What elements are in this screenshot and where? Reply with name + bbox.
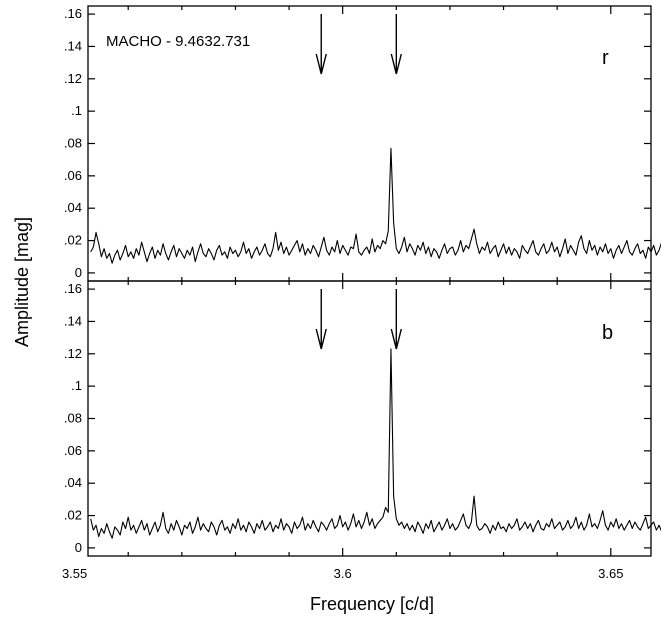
x-tick-label: 3.55 — [62, 566, 87, 581]
x-tick-label: 3.6 — [334, 566, 352, 581]
arrow-head — [315, 53, 327, 75]
amplitude-series — [90, 147, 661, 264]
y-tick-label: .06 — [64, 168, 82, 183]
y-axis-title: Amplitude [mag] — [12, 217, 32, 347]
arrow-head — [315, 328, 327, 350]
y-tick-label: .1 — [71, 378, 82, 393]
y-tick-label: .16 — [64, 281, 82, 296]
amplitude-series — [90, 348, 661, 539]
x-tick-label: 3.65 — [598, 566, 623, 581]
y-tick-label: 0 — [75, 265, 82, 280]
arrow-head — [390, 328, 402, 350]
y-tick-label: 0 — [75, 540, 82, 555]
panel-frame — [87, 280, 652, 557]
panel-top: 0 .02 .04 .06 .08 .1 .12 .14 .16 MACHO - 9.4632.7… — [64, 5, 661, 282]
x-axis-title: Frequency [c/d] — [310, 594, 434, 614]
y-tick-label: .06 — [64, 443, 82, 458]
y-tick-label: .08 — [64, 411, 82, 426]
y-tick-label: .08 — [64, 136, 82, 151]
y-tick-label: .1 — [71, 103, 82, 118]
star-id-annotation: MACHO - 9.4632.731 — [106, 33, 250, 50]
y-tick-label: .02 — [64, 508, 82, 523]
arrow-head — [390, 53, 402, 75]
y-tick-label: .02 — [64, 233, 82, 248]
y-tick-label: .12 — [64, 71, 82, 86]
y-tick-label: .04 — [64, 475, 82, 490]
y-tick-label: .14 — [64, 313, 82, 328]
band-label: b — [602, 322, 613, 344]
y-tick-label: .16 — [64, 6, 82, 21]
chart-panels: 0 .02 .04 .06 .08 .1 .12 .14 .16 MACHO - 9.4632.7… — [62, 5, 661, 581]
y-tick-label: .04 — [64, 200, 82, 215]
y-tick-label: .14 — [64, 38, 82, 53]
panel-bottom: 0 .02 .04 .06 .08 .1 .12 .14 .16 b — [64, 280, 661, 557]
y-tick-label: .12 — [64, 346, 82, 361]
band-label: r — [602, 47, 609, 69]
